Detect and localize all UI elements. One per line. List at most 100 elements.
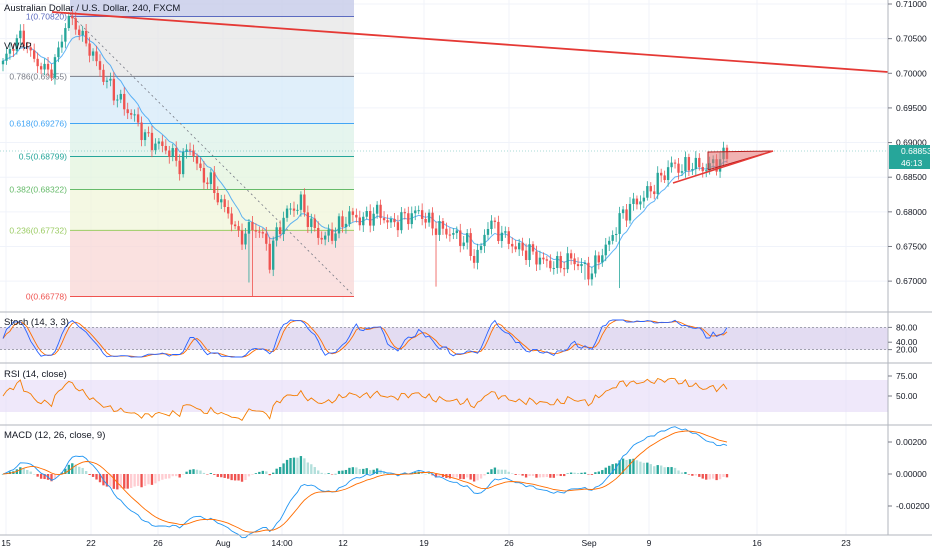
candle-body: [105, 80, 109, 82]
macd-histogram-bar: [698, 474, 701, 477]
macd-histogram-bar: [202, 472, 206, 474]
macd-histogram-bar: [341, 470, 344, 474]
fib-level-label: 0.382(0.68322): [9, 185, 67, 195]
macd-histogram-bar: [130, 474, 133, 488]
candle-body: [663, 175, 666, 181]
price-axis-ticks: 0.71000 0.70500 0.70000 0.69500 0.69000 0.685…: [888, 0, 927, 286]
macd-histogram-bar: [22, 468, 25, 474]
macd-histogram-bar: [441, 474, 445, 478]
macd-histogram-bar: [348, 467, 351, 474]
macd-pane[interactable]: MACD (12, 26, close, 9): [0, 424, 932, 539]
candle-body: [116, 99, 119, 101]
candle-body: [60, 41, 64, 48]
macd-histogram-bar: [524, 474, 528, 478]
candle-body: [112, 78, 116, 101]
macd-histogram-bar: [351, 467, 355, 474]
candle-body: [91, 51, 95, 56]
macd-histogram-bar: [490, 469, 493, 474]
candle-body: [552, 267, 555, 269]
candle-body: [441, 221, 445, 229]
candle-body: [157, 141, 161, 144]
fib-zone: [70, 189, 354, 231]
candle-body: [666, 167, 670, 181]
candle-body: [341, 216, 344, 228]
macd-histogram-bar: [715, 474, 718, 481]
osc-tick-label: 80.00: [896, 322, 918, 332]
osc-tick-label: 40.00: [896, 337, 918, 347]
candle-body: [639, 201, 642, 205]
macd-histogram-bar: [611, 464, 614, 474]
macd-histogram-bar: [628, 459, 632, 474]
candle-body: [150, 132, 154, 151]
macd-histogram-bar: [261, 470, 264, 474]
candle-body: [438, 221, 441, 235]
macd-histogram-bar: [507, 471, 510, 474]
macd-histogram-bar: [531, 474, 535, 476]
macd-histogram-bar: [88, 474, 91, 476]
fib-level-label: 0.618(0.69276): [9, 118, 67, 128]
candle-body: [452, 233, 455, 235]
candle-body: [143, 132, 147, 141]
macd-histogram-bar: [649, 464, 652, 474]
macd-histogram-bar: [642, 462, 646, 474]
stoch-band: [0, 327, 888, 350]
candle-body: [601, 255, 604, 263]
macd-histogram-bar: [268, 474, 271, 476]
candlestick-series: [1, 9, 729, 297]
osc-tick-label: -0.00200: [896, 501, 930, 511]
macd-histogram-bar: [701, 474, 704, 479]
macd-histogram-bar: [161, 474, 164, 480]
macd-histogram-bar: [240, 474, 244, 482]
osc-tick-label: 0.00200: [896, 437, 927, 447]
macd-histogram-bar: [684, 472, 687, 474]
candle-body: [327, 229, 330, 236]
candle-body: [98, 61, 102, 70]
macd-histogram-bar: [563, 474, 566, 477]
macd-histogram-bar: [517, 474, 521, 475]
candle-body: [500, 232, 504, 242]
fib-retracement[interactable]: 1(0.70820) 0.786(0.69955) 0.618(0.69276) 0.…: [9, 0, 354, 302]
rsi-pane[interactable]: RSI (14, close): [0, 362, 932, 422]
macd-histogram-bar: [310, 464, 313, 474]
macd-histogram-bar: [514, 474, 517, 475]
price-tag-value: 0.68853: [901, 146, 932, 156]
macd-histogram-bar: [81, 467, 84, 474]
macd-histogram-bar: [320, 472, 323, 474]
trendline[interactable]: [51, 11, 889, 73]
macd-histogram-bar: [119, 474, 122, 489]
macd-histogram-bar: [431, 474, 434, 476]
candle-body: [549, 260, 552, 269]
macd-histogram-bar: [556, 474, 559, 476]
macd-histogram-bar: [660, 465, 663, 474]
macd-histogram-bar: [206, 474, 209, 475]
candle-body: [95, 51, 98, 62]
countdown-tag: [889, 157, 930, 169]
candle-body: [569, 253, 573, 259]
fib-level-label: 0.786(0.69955): [9, 71, 67, 81]
price-tick-label: 0.69500: [896, 103, 927, 113]
macd-histogram-bar: [653, 466, 656, 474]
time-axis-label: Aug: [215, 538, 230, 548]
candle-body: [563, 268, 566, 270]
macd-histogram-bar: [327, 473, 330, 474]
macd-histogram-bar: [466, 474, 469, 478]
time-axis-label: 15: [1, 538, 11, 548]
candle-body: [597, 255, 600, 263]
candle-body: [646, 186, 649, 198]
candle-body: [618, 213, 621, 234]
stoch-title: Stoch (14, 3, 3): [4, 317, 69, 328]
right-axis[interactable]: 0.71000 0.70500 0.70000 0.69500 0.69000 0.685…: [887, 0, 932, 535]
macd-histogram-bar: [265, 471, 268, 474]
candle-body: [424, 218, 427, 223]
price-pane[interactable]: 1(0.70820) 0.786(0.69955) 0.618(0.69276) 0.…: [0, 0, 889, 535]
candle-body: [556, 256, 559, 268]
macd-histogram-bar: [26, 469, 29, 474]
macd-histogram-bar: [462, 474, 465, 480]
stoch-pane[interactable]: Stoch (14, 3, 3): [0, 311, 932, 358]
candle-body: [566, 253, 569, 270]
candle-body: [705, 170, 708, 172]
candle-body: [483, 234, 486, 247]
candle-body: [1, 60, 5, 65]
time-axis[interactable]: 15 22 26 Aug 14:00 12 19 26 Sep 9 16 23: [0, 534, 932, 548]
